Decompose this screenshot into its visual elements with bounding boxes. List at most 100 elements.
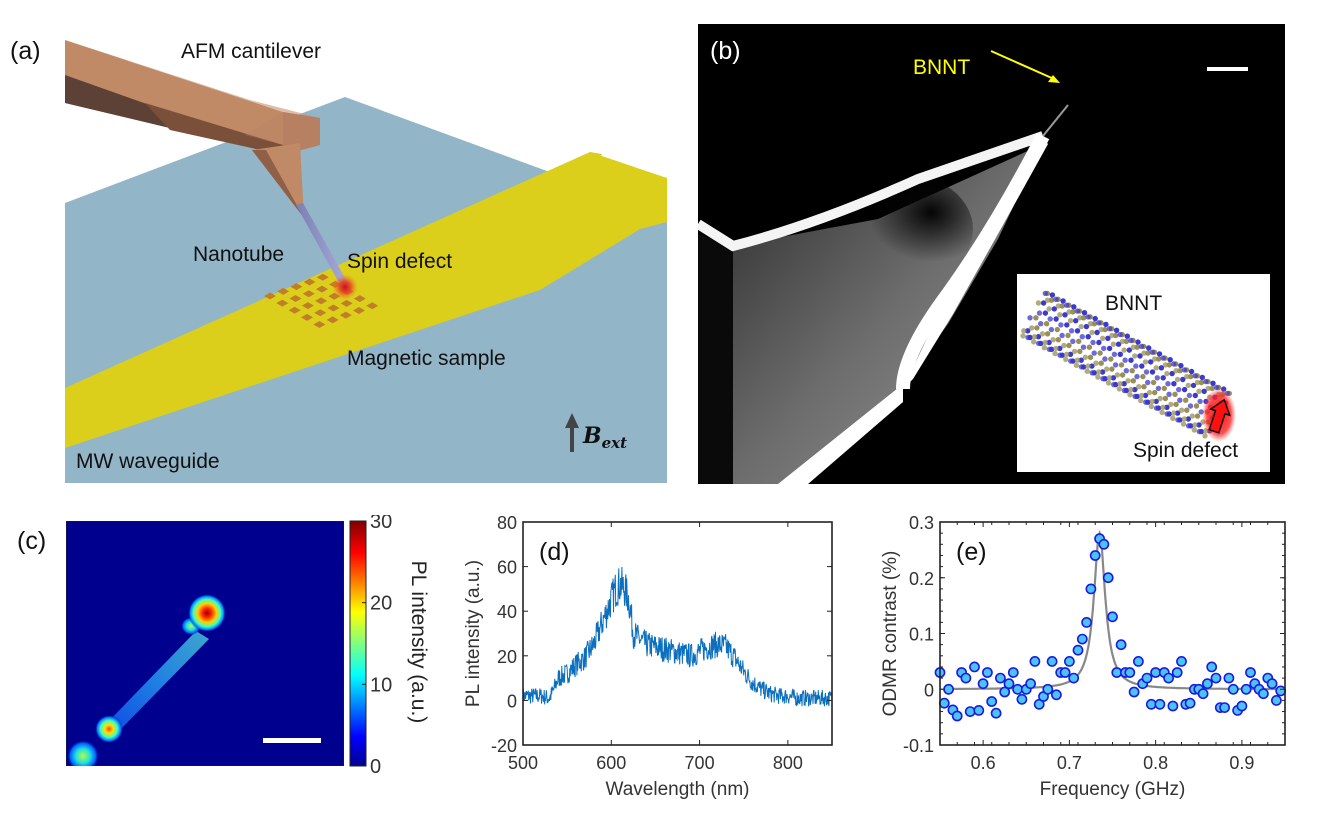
atom [1154, 375, 1160, 381]
atom [1126, 347, 1132, 353]
atom [1192, 422, 1198, 428]
odmr-data-point [1115, 639, 1127, 651]
atom [1020, 333, 1026, 339]
atom [1146, 389, 1153, 396]
atom [1094, 329, 1100, 336]
atom [1085, 363, 1091, 369]
odmr-data-point [960, 672, 972, 684]
atom [1053, 296, 1059, 302]
atom [1171, 361, 1177, 367]
atom [1203, 378, 1209, 385]
odmr-data-point [1107, 611, 1118, 623]
colorbar-gradient [349, 520, 367, 767]
atom [1201, 388, 1207, 394]
atom [1202, 433, 1208, 439]
y-axis-title: PL intensity (a.u.) [463, 560, 484, 707]
atom [1042, 290, 1048, 297]
atom [1149, 398, 1155, 405]
atom [1130, 378, 1136, 384]
odmr-data-point [1085, 583, 1097, 595]
atom [1029, 325, 1035, 331]
inset-title: BNNT [1105, 292, 1163, 315]
panel-c-label: (c) [17, 527, 47, 555]
odmr-data-point [1063, 655, 1075, 667]
atom [1123, 368, 1129, 374]
atom [1174, 410, 1181, 416]
odmr-data-point [1219, 702, 1230, 713]
odmr-data-point [1257, 688, 1269, 700]
atom [1025, 334, 1031, 341]
atom [1117, 331, 1123, 338]
y-tick-label: 0.2 [909, 569, 934, 589]
atom [1196, 428, 1202, 435]
atom [1108, 356, 1114, 362]
atom [1164, 411, 1170, 417]
atom [1064, 322, 1070, 328]
atom [1036, 340, 1042, 347]
x-tick-label: 800 [773, 753, 803, 773]
atom [1046, 339, 1052, 346]
atom [1142, 392, 1149, 399]
atom [1053, 316, 1059, 322]
atom [1193, 403, 1200, 409]
odmr-data-point [1176, 655, 1187, 667]
atom [1115, 341, 1122, 347]
chart-e-odmr: 0.6 0.7 0.8 0.9 -0.1 0 0.1 0.2 0.3 Frequency (GHz… [880, 513, 1287, 800]
odmr-data-point [1098, 538, 1110, 550]
panel-c-colorbar: 0 10 20 30 [349, 515, 392, 778]
atom [1117, 381, 1123, 387]
atom [1177, 397, 1183, 403]
sample-square [315, 285, 328, 293]
atom [1121, 347, 1127, 353]
odmr-data-point [1003, 678, 1015, 690]
atom [1130, 344, 1136, 350]
atom [1194, 413, 1201, 419]
atom [1057, 345, 1063, 352]
pl-spectrum-line [522, 566, 833, 707]
atom [1173, 401, 1179, 408]
odmr-data-point [943, 683, 954, 695]
atom [1177, 368, 1183, 374]
atom [1162, 362, 1169, 368]
bnnt-arrow-icon [990, 50, 1060, 83]
odmr-data-point [1227, 683, 1239, 695]
atom [1060, 298, 1066, 304]
lorentzian-fit-line [944, 529, 1280, 691]
atom [1064, 302, 1070, 308]
label-nanotube: Nanotube [193, 243, 285, 266]
odmr-data-point [1050, 689, 1062, 701]
atom [1139, 363, 1145, 369]
atom [1137, 353, 1143, 359]
atom [1148, 403, 1155, 410]
atom [1043, 321, 1050, 327]
atom [1074, 357, 1081, 363]
odmr-data-point [1059, 667, 1071, 678]
odmr-data-point [1154, 698, 1166, 710]
atom [1106, 375, 1113, 381]
atom [1077, 315, 1083, 321]
scale-bar [1207, 67, 1248, 71]
label-b-ext: Bext [583, 423, 627, 452]
odmr-data-point [999, 686, 1011, 698]
y-tick-label: 80 [497, 513, 517, 533]
atom [1085, 314, 1091, 320]
atom [1042, 310, 1049, 316]
atom [1102, 356, 1108, 362]
odmr-data-point [1072, 644, 1084, 656]
atom [1172, 391, 1178, 397]
atom [1173, 368, 1179, 374]
atom [1044, 297, 1051, 303]
atom [1167, 357, 1173, 363]
odmr-data-point [977, 678, 989, 690]
atom [1080, 344, 1087, 350]
odmr-data-point [1163, 672, 1174, 684]
odmr-data-point [1270, 694, 1282, 706]
atom [1089, 370, 1095, 376]
sample-square [277, 287, 290, 295]
atom [1192, 392, 1198, 399]
label-mw-waveguide: MW waveguide [76, 450, 220, 473]
bnnt-molecule [1020, 290, 1232, 439]
atom [1145, 379, 1151, 386]
atom [1067, 351, 1074, 357]
atom [1036, 310, 1043, 316]
